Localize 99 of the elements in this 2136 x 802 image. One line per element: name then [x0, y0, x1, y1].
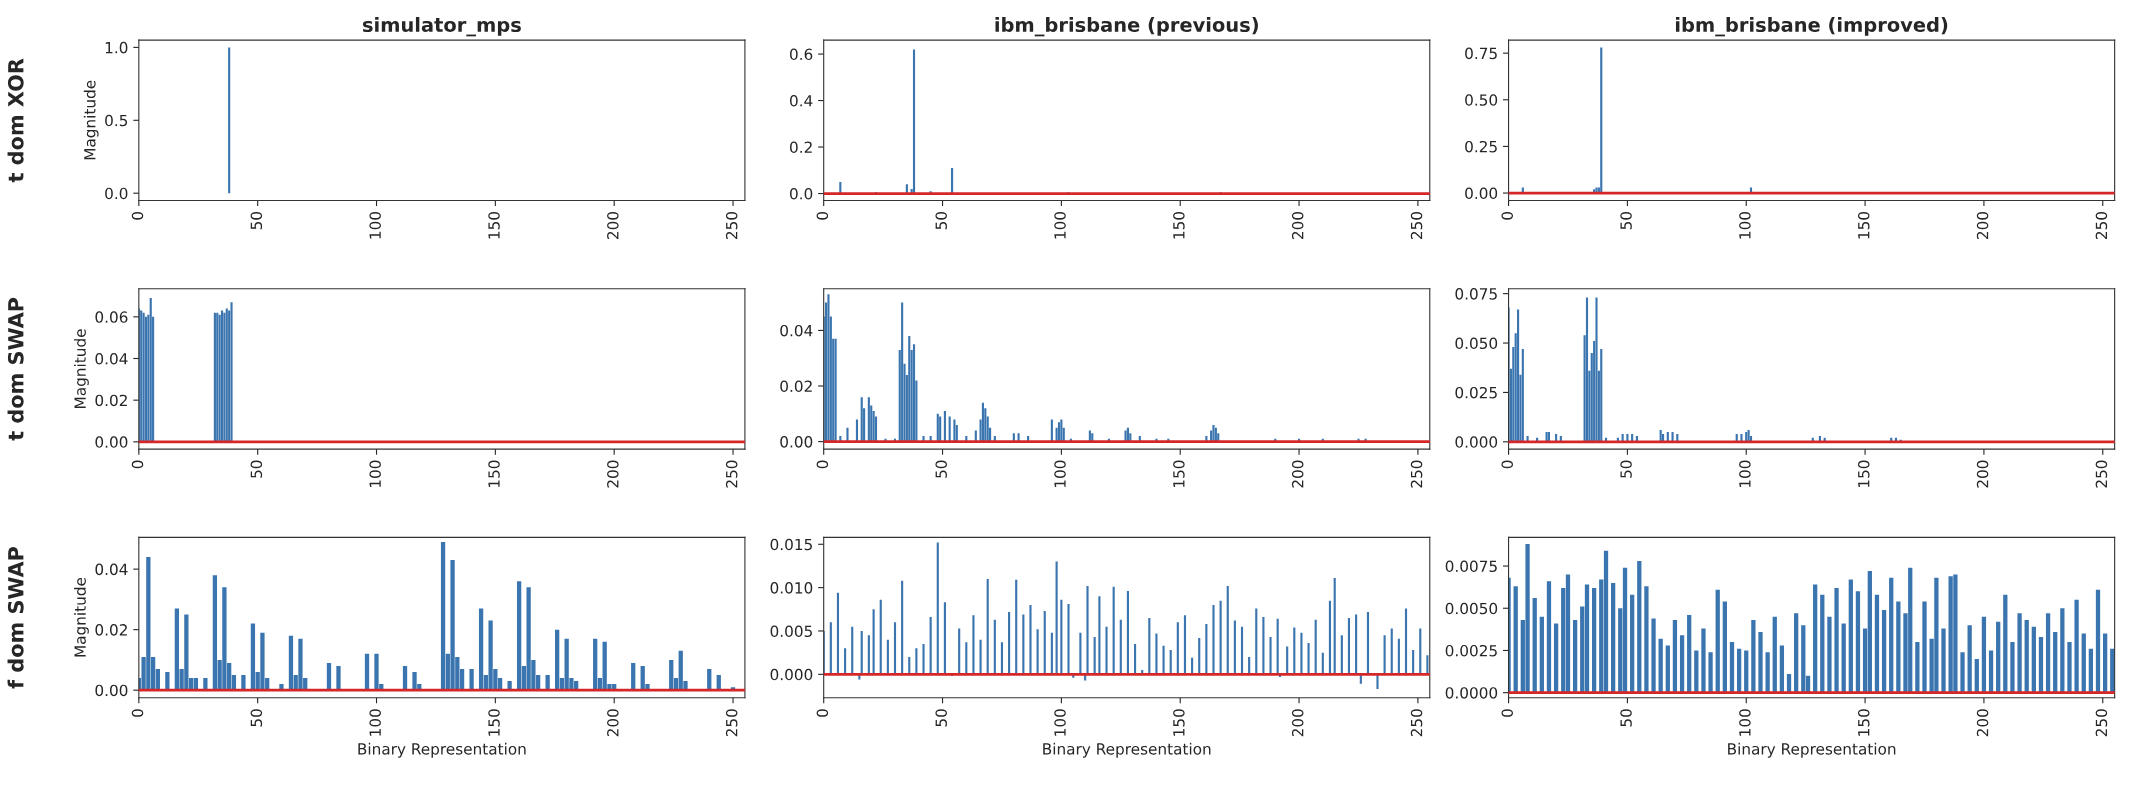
x-tick-label: 200	[1976, 460, 1989, 488]
y-tick-label: 0.025	[1455, 386, 1497, 399]
y-tick-label: 0.050	[1455, 337, 1498, 350]
y-tick-label: 0.010	[770, 582, 813, 594]
x-tick-label: 50	[250, 709, 263, 727]
y-tick-label: 0.0	[790, 187, 813, 200]
x-tick-label: 100	[369, 211, 381, 239]
x-tick-label: 250	[1410, 709, 1423, 737]
x-tick-label: 100	[1054, 460, 1066, 488]
text: f dom SWAP	[7, 546, 24, 689]
y-axis-title: Magnitude	[74, 329, 89, 408]
x-tick-label: 0	[816, 211, 829, 220]
x-tick-label: 0	[816, 709, 829, 717]
x-tick-label: 150	[488, 709, 500, 736]
x-tick-label: 200	[1976, 709, 1989, 737]
y-tick-label: 0.0025	[1445, 644, 1497, 657]
y-tick-label: 0.02	[95, 394, 127, 407]
x-tick-label: 0	[1501, 211, 1513, 220]
x-tick-label: 150	[1173, 460, 1185, 488]
x-tick-label: 200	[1291, 460, 1304, 488]
x-tick-label: 250	[2095, 709, 2108, 737]
x-tick-label: 150	[1857, 460, 1870, 488]
x-tick-label: 250	[2095, 460, 2108, 488]
y-axis-title: Magnitude	[74, 577, 89, 657]
y-tick-label: 0.0	[105, 187, 128, 200]
y-axis-title: Magnitude	[83, 80, 99, 160]
y-tick-label: 0.75	[1465, 47, 1497, 60]
y-tick-label: 0.5	[105, 114, 128, 127]
y-tick-label: 0.075	[1455, 288, 1497, 300]
x-tick-label: 50	[250, 211, 263, 230]
y-tick-label: 0.25	[1465, 140, 1497, 153]
x-tick-label: 50	[1620, 709, 1632, 727]
y-tick-label: 0.04	[780, 324, 813, 337]
x-tick-label: 150	[488, 460, 500, 488]
x-tick-label: 200	[607, 709, 619, 737]
x-tick-label: 250	[725, 709, 738, 737]
x-axis-title: Binary Representation	[1728, 742, 1896, 758]
x-tick-label: 50	[250, 460, 263, 478]
x-tick-label: 0	[131, 460, 144, 469]
y-tick-label: 0.06	[95, 311, 128, 323]
y-tick-label: 0.4	[790, 95, 813, 107]
x-tick-label: 50	[1620, 460, 1632, 478]
x-tick-label: 250	[2095, 211, 2108, 239]
x-tick-label: 150	[1857, 211, 1870, 239]
x-tick-label: 200	[1291, 709, 1304, 737]
x-tick-label: 100	[1054, 709, 1066, 736]
x-tick-label: 200	[607, 460, 619, 488]
x-tick-label: 0	[131, 709, 144, 717]
x-tick-label: 0	[816, 460, 829, 469]
x-tick-label: 150	[1173, 211, 1185, 239]
x-tick-label: 0	[131, 211, 144, 220]
y-tick-label: 0.50	[1465, 94, 1498, 106]
x-tick-label: 50	[1620, 211, 1632, 230]
y-tick-label: 0.00	[95, 436, 128, 448]
x-tick-label: 100	[1739, 211, 1751, 239]
y-tick-label: 0.00	[1465, 187, 1498, 200]
x-tick-label: 100	[369, 460, 381, 488]
y-tick-label: 0.04	[95, 352, 128, 365]
x-tick-label: 100	[1054, 211, 1066, 239]
x-tick-label: 200	[1976, 211, 1989, 239]
y-tick-label: 0.0050	[1445, 602, 1498, 615]
x-tick-label: 50	[935, 460, 947, 478]
y-tick-label: 0.015	[770, 538, 812, 551]
x-axis-title: Binary Representation	[358, 742, 526, 758]
y-tick-label: 0.005	[770, 625, 812, 637]
x-tick-label: 100	[1739, 709, 1751, 736]
x-tick-label: 100	[369, 709, 381, 736]
y-tick-label: 1.0	[105, 41, 128, 54]
x-tick-label: 0	[1501, 460, 1513, 469]
y-tick-label: 0.02	[95, 624, 127, 636]
x-tick-label: 250	[1410, 211, 1423, 239]
x-axis-title: Binary Representation	[1043, 742, 1211, 758]
y-tick-label: 0.00	[780, 436, 813, 448]
x-tick-label: 250	[1410, 460, 1423, 488]
x-tick-label: 200	[607, 211, 619, 239]
x-tick-label: 0	[1501, 709, 1513, 717]
y-tick-label: 0.000	[1455, 436, 1498, 448]
y-tick-label: 0.6	[790, 48, 813, 61]
x-tick-label: 150	[488, 211, 500, 239]
chart-title: ibm_brisbane (previous)	[995, 16, 1258, 37]
x-tick-label: 100	[1739, 460, 1751, 488]
x-tick-label: 150	[1857, 709, 1870, 736]
chart-title: ibm_brisbane (improved)	[1675, 16, 1948, 37]
y-tick-label: 0.02	[780, 380, 812, 393]
text: t dom XOR	[7, 58, 24, 183]
chart-title: simulator_mps	[362, 16, 521, 37]
x-tick-label: 50	[935, 709, 947, 727]
y-tick-label: 0.04	[95, 563, 128, 576]
x-tick-label: 150	[1173, 709, 1185, 736]
x-tick-label: 200	[1291, 211, 1304, 239]
y-tick-label: 0.00	[95, 684, 128, 697]
x-tick-label: 50	[935, 211, 947, 230]
x-tick-label: 250	[725, 211, 738, 239]
y-tick-label: 0.000	[770, 668, 813, 681]
y-tick-label: 0.0075	[1445, 560, 1497, 573]
x-tick-label: 250	[725, 460, 738, 488]
y-tick-label: 0.0000	[1445, 687, 1498, 699]
text: t dom SWAP	[7, 297, 24, 441]
y-tick-label: 0.2	[790, 141, 812, 154]
